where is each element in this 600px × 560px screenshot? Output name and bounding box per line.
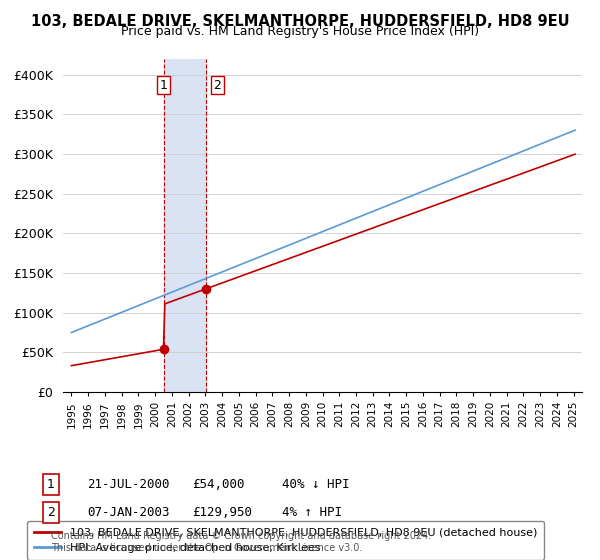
- Text: £54,000: £54,000: [192, 478, 245, 491]
- Text: 103, BEDALE DRIVE, SKELMANTHORPE, HUDDERSFIELD, HD8 9EU: 103, BEDALE DRIVE, SKELMANTHORPE, HUDDER…: [31, 14, 569, 29]
- Text: 2: 2: [214, 78, 221, 92]
- Text: 2: 2: [47, 506, 55, 519]
- Text: £129,950: £129,950: [192, 506, 252, 519]
- Legend: 103, BEDALE DRIVE, SKELMANTHORPE, HUDDERSFIELD, HD8 9EU (detached house), HPI: A: 103, BEDALE DRIVE, SKELMANTHORPE, HUDDER…: [27, 521, 544, 559]
- Text: 1: 1: [47, 478, 55, 491]
- Text: 4% ↑ HPI: 4% ↑ HPI: [282, 506, 342, 519]
- Text: Price paid vs. HM Land Registry's House Price Index (HPI): Price paid vs. HM Land Registry's House …: [121, 25, 479, 38]
- Text: 1: 1: [160, 78, 167, 92]
- Text: 21-JUL-2000: 21-JUL-2000: [87, 478, 170, 491]
- Bar: [164, 59, 206, 392]
- Text: Contains HM Land Registry data © Crown copyright and database right 2024.
This d: Contains HM Land Registry data © Crown c…: [51, 531, 431, 553]
- Text: 07-JAN-2003: 07-JAN-2003: [87, 506, 170, 519]
- Text: 40% ↓ HPI: 40% ↓ HPI: [282, 478, 349, 491]
